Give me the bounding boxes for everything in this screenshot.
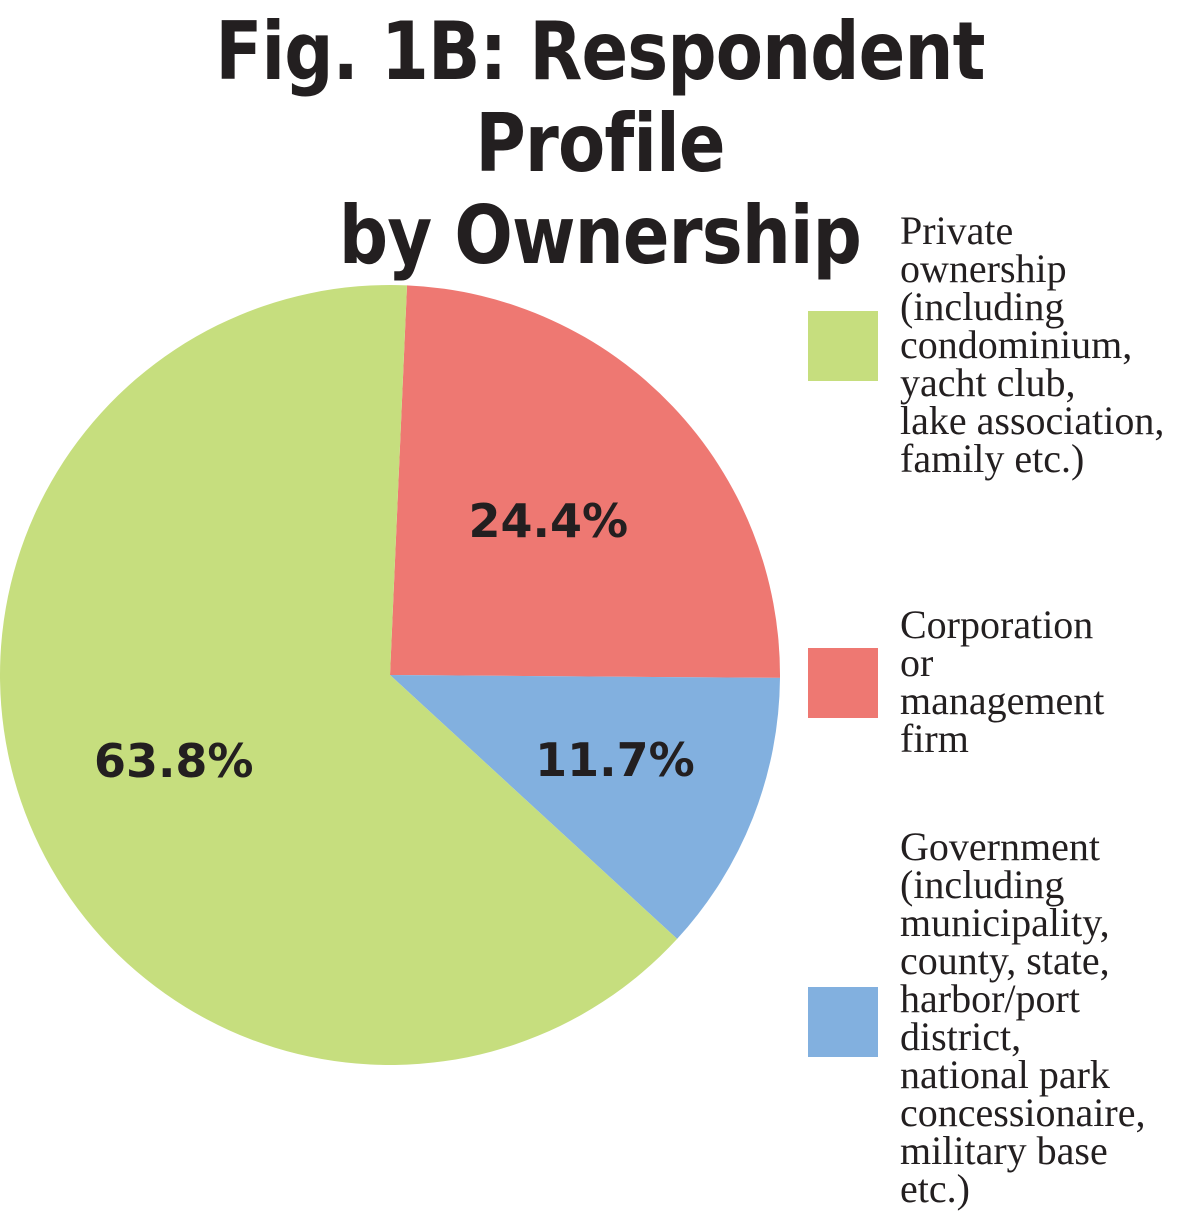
pie-slices xyxy=(0,284,780,1065)
legend-swatch-private xyxy=(808,311,878,381)
legend-label-government: Government (including municipality, coun… xyxy=(900,824,1146,1211)
legend-label-private: Private ownership (including condominium… xyxy=(900,208,1165,481)
chart-title-line-2: by Ownership xyxy=(338,189,862,282)
pie-label-corporation: 24.4% xyxy=(469,494,629,548)
pie-slice-government xyxy=(390,675,780,939)
chart-title: Fig. 1B: Respondent Profile by Ownership xyxy=(84,6,1116,282)
chart-title-line-1: Fig. 1B: Respondent Profile xyxy=(215,5,985,190)
pie-labels: 24.4% 11.7% 63.8% xyxy=(94,494,695,788)
pie-label-private: 63.8% xyxy=(94,734,254,788)
pie-label-government: 11.7% xyxy=(535,733,695,787)
legend-swatch-corporation xyxy=(808,648,878,718)
pie-slice-corporation xyxy=(390,285,780,678)
legend-swatch-government xyxy=(808,987,878,1057)
legend-label-corporation: Corporation or management firm xyxy=(900,602,1105,761)
pie-slice-private xyxy=(0,284,678,1065)
